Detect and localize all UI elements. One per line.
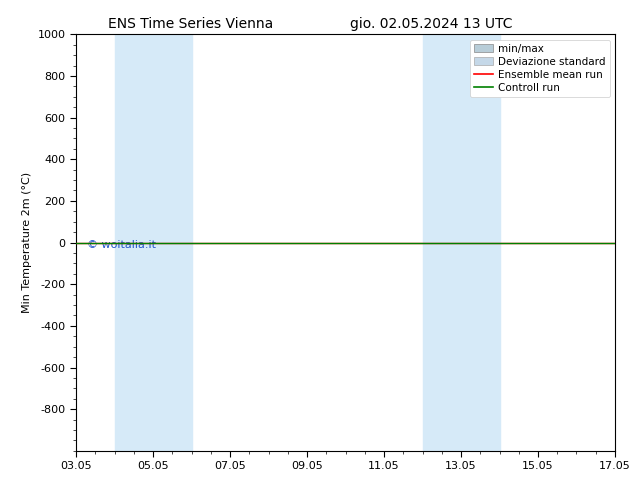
- Text: © woitalia.it: © woitalia.it: [87, 241, 156, 250]
- Text: gio. 02.05.2024 13 UTC: gio. 02.05.2024 13 UTC: [350, 17, 512, 31]
- Legend: min/max, Deviazione standard, Ensemble mean run, Controll run: min/max, Deviazione standard, Ensemble m…: [470, 40, 610, 97]
- Y-axis label: Min Temperature 2m (°C): Min Temperature 2m (°C): [22, 172, 32, 313]
- Text: ENS Time Series Vienna: ENS Time Series Vienna: [108, 17, 273, 31]
- Bar: [115, 34, 191, 451]
- Bar: [422, 34, 500, 451]
